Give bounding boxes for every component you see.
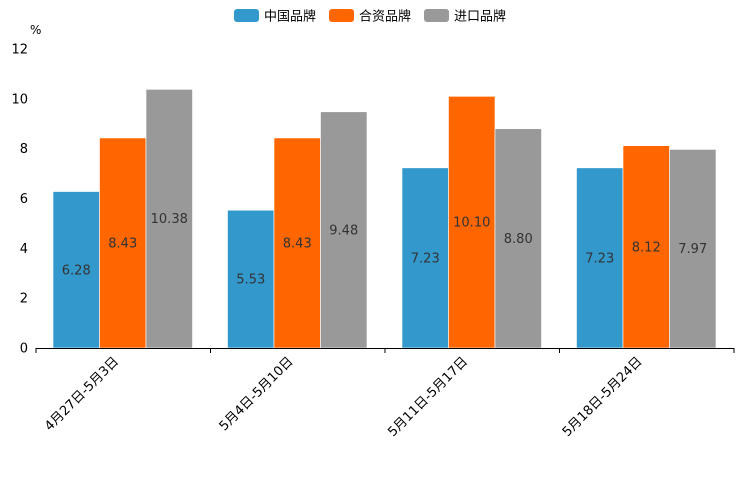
- data-label: 9.48: [329, 223, 358, 238]
- legend-label: 合资品牌: [359, 9, 411, 25]
- bar-1-0: [99, 137, 147, 349]
- x-axis: 4月27日-5月3日 5月4日-5月10日 5月11日-5月17日 5月18日-5月2…: [35, 348, 735, 440]
- bar-2-3: [669, 149, 717, 349]
- legend-swatch: [329, 9, 354, 22]
- data-label: 10.10: [453, 216, 490, 231]
- y-tick-label: 12: [11, 43, 28, 58]
- y-tick-label: 8: [20, 142, 28, 157]
- y-tick-label: 6: [20, 192, 28, 207]
- y-axis-unit-label: %: [30, 23, 41, 37]
- bar-0-1: [227, 209, 275, 349]
- legend-item[interactable]: 合资品牌: [329, 9, 411, 25]
- data-label: 6.28: [62, 263, 91, 278]
- data-label: 5.53: [236, 273, 265, 288]
- data-label: 8.43: [108, 236, 137, 251]
- data-label: 7.23: [411, 251, 440, 266]
- y-tick-label: 4: [20, 242, 28, 257]
- y-tick-label: 2: [20, 292, 28, 307]
- bar-0-3: [576, 167, 624, 349]
- legend-label: 进口品牌: [454, 9, 506, 25]
- bars: 6.28 8.43 10.38 5.53 8.43 9.48 7.23 10.10 8.80 7.…: [52, 89, 717, 349]
- data-label: 7.23: [585, 251, 614, 266]
- legend-label: 中国品牌: [264, 9, 316, 25]
- legend: 中国品牌 合资品牌 进口品牌: [234, 9, 506, 25]
- legend-item[interactable]: 中国品牌: [234, 9, 316, 25]
- data-label: 10.38: [151, 212, 188, 227]
- y-tick-label: 0: [20, 342, 28, 357]
- bar-1-2: [448, 96, 496, 349]
- y-tick-label: 10: [11, 92, 28, 107]
- x-tick-label: 5月18日-5月24日: [560, 354, 646, 440]
- legend-item[interactable]: 进口品牌: [424, 9, 506, 25]
- legend-swatch: [424, 9, 449, 22]
- bar-1-1: [273, 137, 321, 349]
- x-tick-label: 5月4日-5月10日: [217, 354, 297, 434]
- data-label: 8.43: [283, 236, 312, 251]
- bar-0-0: [52, 191, 100, 349]
- data-label: 7.97: [678, 242, 707, 257]
- data-label: 8.12: [632, 240, 661, 255]
- data-label: 8.80: [504, 232, 533, 247]
- bar-2-1: [320, 111, 368, 349]
- y-axis: 0 2 4 6 8 10 12: [11, 43, 28, 357]
- bar-2-0: [145, 89, 193, 349]
- x-tick-label: 4月27日-5月3日: [42, 354, 122, 434]
- x-tick-label: 5月11日-5月17日: [385, 354, 471, 440]
- legend-swatch: [234, 9, 259, 22]
